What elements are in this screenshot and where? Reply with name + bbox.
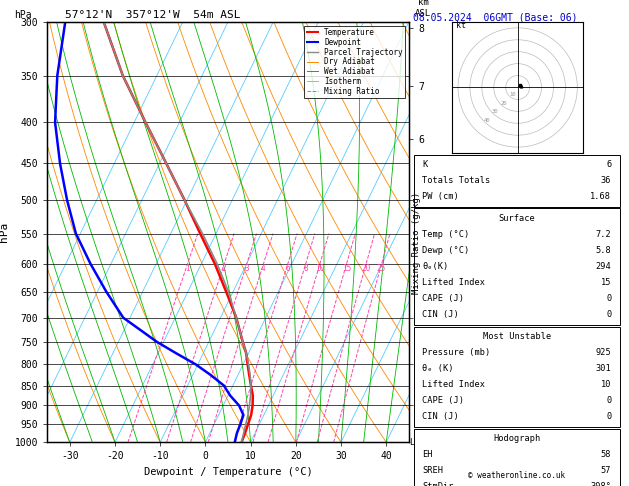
Text: © weatheronline.co.uk: © weatheronline.co.uk [468, 471, 565, 480]
X-axis label: Dewpoint / Temperature (°C): Dewpoint / Temperature (°C) [143, 467, 313, 477]
Text: 20: 20 [501, 101, 507, 105]
Text: 15: 15 [342, 264, 351, 273]
Text: Totals Totals: Totals Totals [422, 176, 491, 185]
Text: 7.2: 7.2 [596, 230, 611, 239]
Text: CIN (J): CIN (J) [422, 310, 459, 318]
Text: hPa: hPa [14, 10, 32, 20]
Text: SREH: SREH [422, 466, 443, 475]
Text: 6: 6 [286, 264, 290, 273]
Text: 10: 10 [601, 380, 611, 389]
Text: 30: 30 [492, 109, 498, 114]
Text: Mixing Ratio (g/kg): Mixing Ratio (g/kg) [412, 192, 421, 294]
Text: 4: 4 [261, 264, 265, 273]
Text: 0: 0 [606, 396, 611, 405]
Text: 08.05.2024  06GMT (Base: 06): 08.05.2024 06GMT (Base: 06) [413, 12, 578, 22]
Text: 0: 0 [606, 310, 611, 318]
FancyBboxPatch shape [414, 155, 620, 207]
Text: 308°: 308° [591, 482, 611, 486]
Text: 294: 294 [596, 262, 611, 271]
Text: Pressure (mb): Pressure (mb) [422, 348, 491, 357]
Text: LCL: LCL [409, 438, 424, 447]
Text: Hodograph: Hodograph [493, 434, 540, 443]
Text: 57: 57 [601, 466, 611, 475]
Text: θₑ(K): θₑ(K) [422, 262, 448, 271]
Text: 1: 1 [185, 264, 190, 273]
Text: 0: 0 [606, 294, 611, 303]
Text: Temp (°C): Temp (°C) [422, 230, 469, 239]
Text: kt: kt [455, 21, 465, 30]
Text: 6: 6 [606, 160, 611, 169]
Text: 5.8: 5.8 [596, 246, 611, 255]
Text: 25: 25 [377, 264, 386, 273]
Text: EH: EH [422, 450, 433, 459]
Text: km
ASL: km ASL [415, 0, 431, 17]
Text: PW (cm): PW (cm) [422, 191, 459, 201]
Text: Lifted Index: Lifted Index [422, 278, 485, 287]
Text: K: K [422, 160, 427, 169]
Text: 0: 0 [606, 412, 611, 420]
Text: 58: 58 [601, 450, 611, 459]
Text: CAPE (J): CAPE (J) [422, 396, 464, 405]
Text: Dewp (°C): Dewp (°C) [422, 246, 469, 255]
Text: 925: 925 [596, 348, 611, 357]
Text: 57°12'N  357°12'W  54m ASL: 57°12'N 357°12'W 54m ASL [65, 10, 241, 20]
FancyBboxPatch shape [414, 327, 620, 427]
Text: 10: 10 [509, 92, 516, 97]
Text: 40: 40 [483, 118, 490, 123]
FancyBboxPatch shape [414, 429, 620, 486]
Text: 2: 2 [222, 264, 226, 273]
Text: CAPE (J): CAPE (J) [422, 294, 464, 303]
Text: 20: 20 [362, 264, 370, 273]
Text: 1.68: 1.68 [591, 191, 611, 201]
Text: 301: 301 [596, 364, 611, 373]
Text: 10: 10 [315, 264, 325, 273]
Text: 8: 8 [303, 264, 308, 273]
Text: StmDir: StmDir [422, 482, 454, 486]
Text: 36: 36 [601, 176, 611, 185]
Text: 15: 15 [601, 278, 611, 287]
Text: 3: 3 [245, 264, 249, 273]
Legend: Temperature, Dewpoint, Parcel Trajectory, Dry Adiabat, Wet Adiabat, Isotherm, Mi: Temperature, Dewpoint, Parcel Trajectory… [304, 26, 405, 98]
Text: Most Unstable: Most Unstable [482, 332, 551, 341]
Y-axis label: hPa: hPa [0, 222, 9, 242]
Text: CIN (J): CIN (J) [422, 412, 459, 420]
Text: Surface: Surface [498, 214, 535, 223]
Text: Lifted Index: Lifted Index [422, 380, 485, 389]
Text: θₑ (K): θₑ (K) [422, 364, 454, 373]
FancyBboxPatch shape [414, 208, 620, 325]
